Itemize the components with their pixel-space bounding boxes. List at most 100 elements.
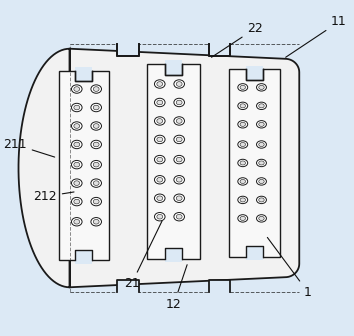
Polygon shape [209,40,230,56]
Ellipse shape [257,102,267,110]
Ellipse shape [154,175,165,184]
Ellipse shape [157,119,163,123]
Ellipse shape [72,179,82,187]
Polygon shape [246,66,263,80]
Ellipse shape [74,142,80,147]
Ellipse shape [240,198,245,202]
Ellipse shape [74,219,80,224]
Ellipse shape [174,194,184,202]
Ellipse shape [176,177,182,182]
Text: 1: 1 [267,238,312,299]
Ellipse shape [238,121,248,128]
Ellipse shape [93,142,99,147]
Text: 21: 21 [124,221,162,290]
Ellipse shape [176,119,182,123]
Ellipse shape [157,82,163,86]
Ellipse shape [72,161,82,169]
Ellipse shape [157,100,163,105]
Ellipse shape [174,80,184,88]
Ellipse shape [91,122,102,130]
Ellipse shape [259,216,264,220]
Polygon shape [165,248,182,262]
Ellipse shape [238,159,248,167]
Ellipse shape [72,122,82,130]
Ellipse shape [259,85,264,89]
Ellipse shape [74,181,80,185]
Ellipse shape [259,198,264,202]
Ellipse shape [238,141,248,148]
Ellipse shape [257,141,267,148]
Ellipse shape [154,98,165,107]
Text: 12: 12 [166,265,187,310]
Ellipse shape [157,137,163,142]
Ellipse shape [93,219,99,224]
Ellipse shape [257,84,267,91]
Ellipse shape [176,82,182,86]
Ellipse shape [259,104,264,108]
Ellipse shape [176,157,182,162]
Ellipse shape [154,80,165,88]
Ellipse shape [72,103,82,112]
Ellipse shape [74,199,80,204]
Ellipse shape [93,181,99,185]
Ellipse shape [174,135,184,144]
Ellipse shape [240,104,245,108]
Ellipse shape [257,196,267,204]
Ellipse shape [74,105,80,110]
Ellipse shape [259,179,264,183]
Ellipse shape [174,212,184,221]
Polygon shape [165,60,182,75]
Ellipse shape [238,102,248,110]
Ellipse shape [240,161,245,165]
Ellipse shape [91,85,102,93]
Ellipse shape [93,199,99,204]
Ellipse shape [91,103,102,112]
Ellipse shape [259,122,264,126]
Ellipse shape [154,155,165,164]
Ellipse shape [157,177,163,182]
Polygon shape [246,246,263,260]
Ellipse shape [93,162,99,167]
Ellipse shape [238,196,248,204]
Ellipse shape [259,161,264,165]
Polygon shape [75,67,92,81]
Ellipse shape [91,179,102,187]
Polygon shape [147,64,200,259]
Polygon shape [118,40,138,56]
Ellipse shape [174,155,184,164]
Ellipse shape [240,85,245,89]
Ellipse shape [154,212,165,221]
Ellipse shape [174,117,184,125]
Ellipse shape [238,84,248,91]
Text: 212: 212 [33,190,74,203]
Ellipse shape [257,121,267,128]
Ellipse shape [93,87,99,91]
Ellipse shape [154,117,165,125]
Text: 211: 211 [3,138,55,157]
Ellipse shape [176,100,182,105]
Ellipse shape [257,159,267,167]
Ellipse shape [154,194,165,202]
Ellipse shape [91,161,102,169]
Ellipse shape [157,157,163,162]
Ellipse shape [157,196,163,201]
Polygon shape [59,71,109,260]
Ellipse shape [72,218,82,226]
Polygon shape [18,49,299,287]
Ellipse shape [72,197,82,206]
Polygon shape [209,280,230,296]
Ellipse shape [238,215,248,222]
Ellipse shape [91,197,102,206]
Ellipse shape [93,105,99,110]
Ellipse shape [240,142,245,146]
Ellipse shape [72,140,82,149]
Ellipse shape [240,216,245,220]
Ellipse shape [91,218,102,226]
Ellipse shape [240,122,245,126]
Ellipse shape [157,214,163,219]
Ellipse shape [93,124,99,128]
Text: 11: 11 [286,15,347,57]
Ellipse shape [74,162,80,167]
Polygon shape [118,280,138,296]
Ellipse shape [74,124,80,128]
